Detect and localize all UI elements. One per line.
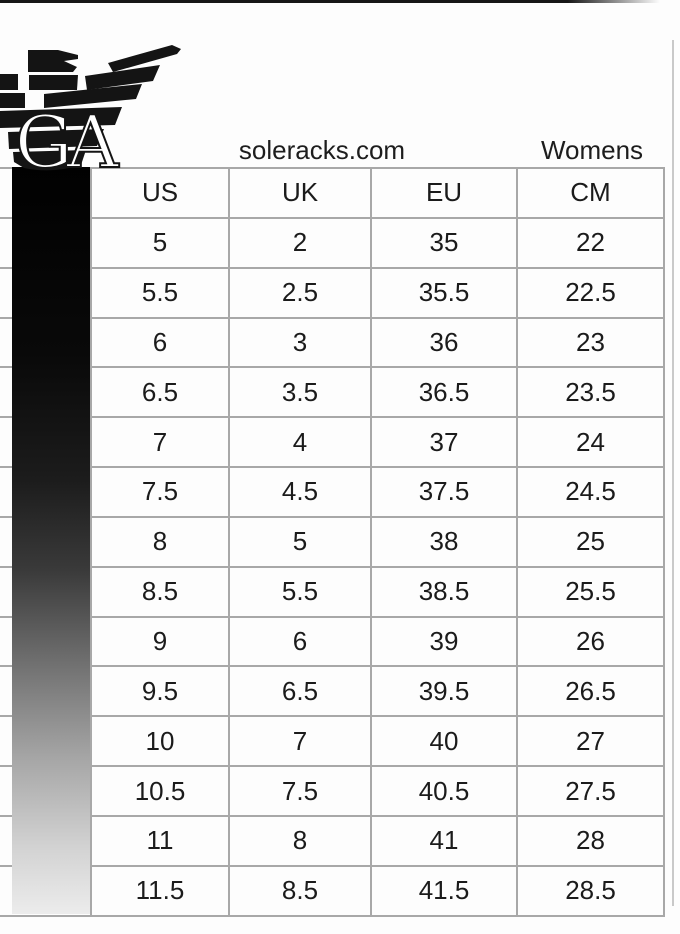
table-cell: 37 (372, 418, 518, 469)
top-crop-line (0, 0, 660, 3)
table-cell: 7.5 (92, 468, 230, 518)
table-cell: 28 (518, 816, 665, 867)
table-cell: 25.5 (518, 567, 665, 618)
column-header: UK (230, 169, 372, 219)
table-cell: 10 (92, 717, 230, 768)
gradient-bar (12, 167, 90, 914)
table-cell: 10.5 (92, 767, 230, 817)
site-label: soleracks.com (238, 135, 406, 165)
table-cell: 5 (92, 218, 230, 269)
table-cell: 11.5 (92, 866, 230, 917)
eagle-stripes (0, 45, 181, 171)
armani-eagle-logo: GA (0, 45, 181, 174)
table-cell: 24.5 (518, 468, 665, 518)
table-cell: 8 (230, 816, 372, 867)
table-cell: 40 (372, 717, 518, 768)
right-crop-line (672, 40, 674, 906)
table-cell: 38.5 (372, 567, 518, 618)
table-cell: 38 (372, 517, 518, 568)
table-cell: 27.5 (518, 767, 665, 817)
table-cell: 9.5 (92, 667, 230, 718)
table-cell: 3.5 (230, 368, 372, 419)
table-cell: 23 (518, 318, 665, 369)
table-cell: 6.5 (92, 368, 230, 419)
table-cell: 7 (230, 717, 372, 768)
table-cell: 37.5 (372, 468, 518, 518)
table-cell: 6.5 (230, 667, 372, 718)
table-cell: 26 (518, 617, 665, 668)
table-cell: 39.5 (372, 667, 518, 718)
segment-label: Womens (540, 135, 644, 165)
table-cell: 36.5 (372, 368, 518, 419)
table-cell: 40.5 (372, 767, 518, 817)
ga-monogram: GA (15, 100, 120, 174)
table-cell: 11 (92, 816, 230, 867)
logo-column-stub (0, 866, 92, 917)
table-cell: 9 (92, 617, 230, 668)
table-cell: 4 (230, 418, 372, 469)
size-table: US UK EU CM 5 2 35 22 5.5 2.5 35.5 22.5 6 3 36 23 6.5 3.5… (0, 167, 665, 917)
table-cell: 8 (92, 517, 230, 568)
table-cell: 35.5 (372, 268, 518, 319)
column-header: US (92, 169, 230, 219)
table-cell: 28.5 (518, 866, 665, 917)
table-cell: 23.5 (518, 368, 665, 419)
table-cell: 5.5 (92, 268, 230, 319)
table-cell: 7.5 (230, 767, 372, 817)
table-cell: 8.5 (92, 567, 230, 618)
table-cell: 25 (518, 517, 665, 568)
table-cell: 5.5 (230, 567, 372, 618)
table-cell: 27 (518, 717, 665, 768)
table-cell: 2 (230, 218, 372, 269)
table-cell: 8.5 (230, 866, 372, 917)
table-cell: 41.5 (372, 866, 518, 917)
table-cell: 41 (372, 816, 518, 867)
table-cell: 36 (372, 318, 518, 369)
column-header: EU (372, 169, 518, 219)
table-cell: 39 (372, 617, 518, 668)
table-cell: 26.5 (518, 667, 665, 718)
table-cell: 22 (518, 218, 665, 269)
table-cell: 2.5 (230, 268, 372, 319)
table-cell: 24 (518, 418, 665, 469)
table-cell: 6 (92, 318, 230, 369)
column-header: CM (518, 169, 665, 219)
table-cell: 5 (230, 517, 372, 568)
table-cell: 4.5 (230, 468, 372, 518)
table-cell: 7 (92, 418, 230, 469)
table-cell: 35 (372, 218, 518, 269)
table-cell: 3 (230, 318, 372, 369)
table-cell: 22.5 (518, 268, 665, 319)
table-cell: 6 (230, 617, 372, 668)
